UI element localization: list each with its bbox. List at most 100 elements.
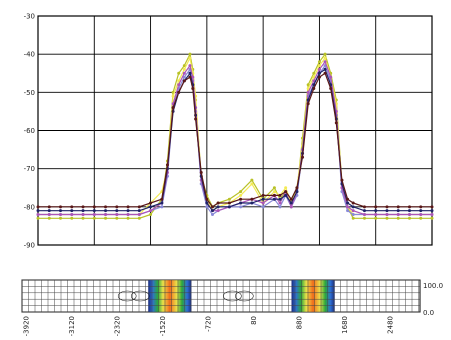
data-point [92, 205, 96, 209]
data-point [36, 212, 40, 216]
data-point [115, 212, 119, 216]
data-point [137, 209, 141, 213]
data-point [272, 186, 276, 190]
data-point [47, 212, 51, 216]
data-point [199, 170, 203, 174]
data-point [239, 205, 243, 209]
data-point [396, 216, 400, 220]
data-point [59, 209, 63, 213]
data-point [104, 212, 108, 216]
data-point [362, 212, 366, 216]
data-point [137, 205, 141, 209]
data-point [36, 205, 40, 209]
data-point [407, 212, 411, 216]
data-point [81, 205, 85, 209]
data-point [385, 205, 389, 209]
data-point [430, 216, 434, 220]
data-point [216, 205, 220, 209]
data-point [430, 212, 434, 216]
y-tick-label: -70 [24, 165, 35, 173]
data-point [227, 201, 231, 205]
data-point [126, 209, 130, 213]
data-point [188, 71, 192, 75]
data-point [340, 178, 344, 182]
strip-tick-label: 2480 [386, 316, 394, 334]
data-point [210, 209, 214, 213]
data-point [407, 216, 411, 220]
data-point [239, 193, 243, 197]
data-point [165, 163, 169, 167]
data-point [317, 67, 321, 71]
data-point [312, 71, 316, 75]
data-point [70, 205, 74, 209]
data-point [47, 209, 51, 213]
data-point [104, 205, 108, 209]
data-point [261, 201, 265, 205]
data-point [216, 201, 220, 205]
data-point [385, 212, 389, 216]
data-point [205, 201, 209, 205]
data-point [346, 201, 350, 205]
data-point [239, 201, 243, 205]
y-tick-label: -30 [24, 13, 35, 21]
data-point [334, 121, 338, 125]
data-point [323, 60, 327, 64]
data-point [374, 216, 378, 220]
data-point [323, 71, 327, 75]
data-point [104, 216, 108, 220]
strip-tick-label: -3920 [23, 316, 31, 336]
line-chart: -30 -40 -50 -60 -70 -80 -90-4000 -3000 -2000 -100… [24, 13, 441, 251]
data-point [346, 209, 350, 213]
data-point [250, 201, 254, 205]
data-point [306, 83, 310, 87]
data-point [210, 212, 214, 216]
data-point [250, 182, 254, 186]
data-point [177, 79, 181, 83]
heatmap-hotspot [148, 280, 192, 312]
data-point [261, 205, 265, 209]
data-point [385, 209, 389, 213]
data-point [272, 190, 276, 194]
data-point [205, 205, 209, 209]
strip-tick-label: -3120 [68, 316, 76, 336]
data-point [278, 193, 282, 197]
colorbar-min-label: 0.0 [423, 309, 434, 317]
data-point [149, 201, 153, 205]
data-point [59, 212, 63, 216]
contour-line [235, 290, 254, 302]
data-point [317, 64, 321, 68]
data-point [272, 197, 276, 201]
data-point [92, 209, 96, 213]
data-point [284, 193, 288, 197]
data-point [351, 205, 355, 209]
data-point [239, 197, 243, 201]
data-point [289, 205, 293, 209]
data-point [227, 197, 231, 201]
data-point [385, 216, 389, 220]
data-point [182, 79, 186, 83]
data-point [149, 209, 153, 213]
data-point [374, 205, 378, 209]
y-tick-label: -80 [24, 203, 35, 211]
data-point [407, 209, 411, 213]
data-point [396, 212, 400, 216]
data-point [278, 201, 282, 205]
strip-tick-label: 80 [250, 316, 258, 325]
data-point [137, 216, 141, 220]
data-point [160, 201, 164, 205]
data-point [351, 209, 355, 213]
data-point [396, 209, 400, 213]
data-point [289, 201, 293, 205]
data-point [171, 94, 175, 98]
heatmap-strip: -3920 -3120 -2320 -1520 -720 80 880 1680 2480 100… [21, 279, 443, 336]
data-point [317, 75, 321, 79]
strip-tick-label: 880 [295, 316, 303, 329]
data-point [306, 87, 310, 91]
data-point [317, 71, 321, 75]
data-point [47, 216, 51, 220]
data-point [104, 209, 108, 213]
data-point [362, 209, 366, 213]
data-point [182, 64, 186, 68]
data-point [312, 87, 316, 91]
data-point [177, 83, 181, 87]
